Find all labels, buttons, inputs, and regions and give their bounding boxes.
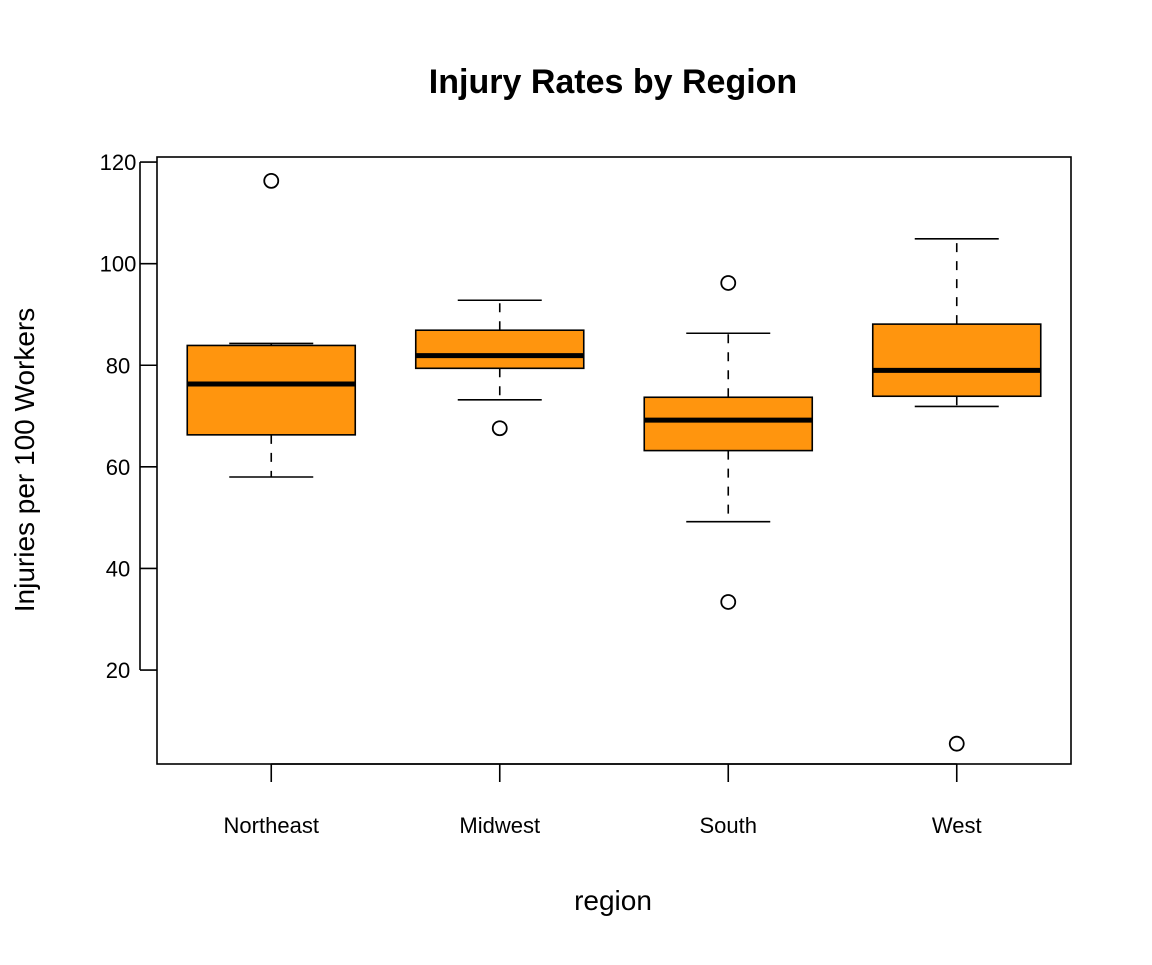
x-tick-label: South (700, 813, 758, 838)
y-axis-label: Injuries per 100 Workers (9, 308, 40, 613)
x-tick-label: West (932, 813, 982, 838)
x-axis: Northeast Midwest South West (224, 763, 982, 838)
boxes-group (186, 172, 1042, 752)
y-tick-label: 120 (100, 150, 137, 175)
outlier-point (263, 172, 280, 189)
y-tick-label: 60 (106, 455, 130, 480)
y-tick-label: 100 (100, 252, 137, 277)
y-tick-label: 20 (106, 658, 130, 683)
x-tick-label: Northeast (224, 813, 319, 838)
y-tick-label: 40 (106, 556, 130, 581)
iqr-box (871, 323, 1042, 398)
iqr-box (186, 344, 357, 436)
y-tick-label: 80 (106, 353, 130, 378)
y-axis: 20 40 60 80 100 120 (100, 150, 157, 683)
box-south (643, 275, 814, 610)
iqr-box (643, 396, 814, 452)
outlier-point (720, 594, 737, 610)
outlier-point (948, 735, 965, 752)
box-northeast (186, 172, 357, 478)
chart-title: Injury Rates by Region (429, 63, 797, 101)
x-tick-label: Midwest (459, 813, 540, 838)
box-west (871, 237, 1042, 752)
box-midwest (414, 299, 585, 437)
outlier-point (491, 420, 508, 437)
plot-frame (156, 156, 1072, 765)
outlier-point (720, 275, 737, 291)
iqr-box (414, 329, 585, 370)
x-axis-label: region (574, 885, 652, 916)
